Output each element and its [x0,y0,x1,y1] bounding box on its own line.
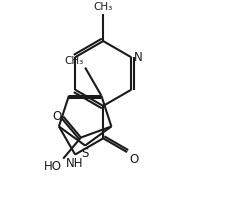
Text: CH₃: CH₃ [65,56,84,66]
Text: O: O [53,110,62,123]
Text: O: O [129,153,139,166]
Text: CH₃: CH₃ [94,2,113,12]
Text: NH: NH [66,157,84,170]
Text: HO: HO [44,160,62,173]
Text: N: N [134,51,143,64]
Text: S: S [81,147,89,160]
